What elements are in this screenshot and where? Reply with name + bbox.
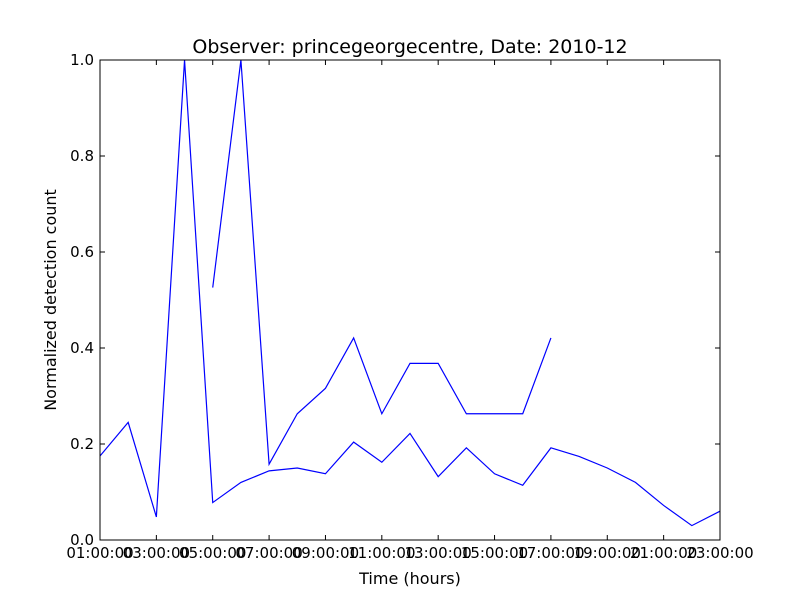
y-tick-label: 0.8 (70, 147, 94, 165)
y-tick-label: 0.0 (70, 531, 94, 549)
y-tick-label: 0.4 (70, 339, 94, 357)
y-tick-label: 0.2 (70, 435, 94, 453)
x-tick-label: 23:00:00 (686, 544, 753, 562)
x-tick-label: 15:00:00 (461, 544, 528, 562)
series-line-2 (212, 59, 552, 467)
x-tick-label: 07:00:00 (235, 544, 302, 562)
y-axis-label: Normalized detection count (41, 189, 60, 411)
x-tick-label: 09:00:00 (292, 544, 359, 562)
series-line-1 (99, 59, 721, 527)
x-tick-label: 19:00:00 (574, 544, 641, 562)
x-tick-label: 11:00:00 (348, 544, 415, 562)
y-tick-label: 1.0 (70, 51, 94, 69)
chart-title: Observer: princegeorgecentre, Date: 2010… (192, 36, 627, 58)
plot-frame (99, 59, 721, 541)
x-tick-label: 03:00:00 (123, 544, 190, 562)
series-layer (99, 59, 721, 527)
x-tick-label: 05:00:00 (179, 544, 246, 562)
x-tick-label: 21:00:00 (630, 544, 697, 562)
y-tick-label: 0.6 (70, 243, 94, 261)
x-tick-label: 13:00:00 (404, 544, 471, 562)
x-tick-label: 17:00:00 (517, 544, 584, 562)
tick-layer: 01:00:0003:00:0005:00:0007:00:0009:00:00… (66, 51, 753, 562)
x-axis-label: Time (hours) (358, 569, 461, 588)
x-tick-label: 01:00:00 (66, 544, 133, 562)
